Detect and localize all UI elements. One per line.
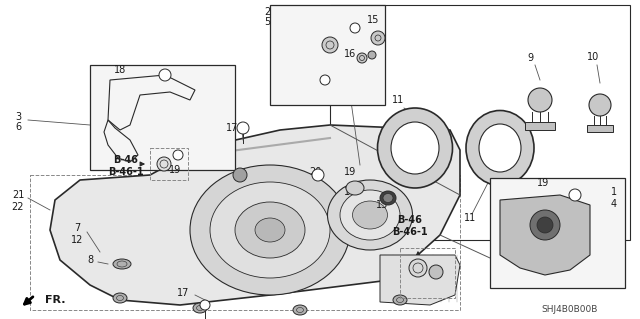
- Bar: [150, 148, 188, 180]
- Text: 1: 1: [611, 187, 617, 197]
- Text: 10: 10: [587, 52, 599, 62]
- Text: 18: 18: [114, 65, 126, 75]
- Polygon shape: [500, 195, 590, 275]
- Circle shape: [237, 122, 249, 134]
- Text: 16: 16: [344, 49, 356, 59]
- Circle shape: [173, 150, 183, 160]
- Ellipse shape: [113, 293, 127, 303]
- Text: B-46: B-46: [397, 215, 422, 225]
- Text: B-46-1: B-46-1: [108, 167, 144, 177]
- Circle shape: [312, 169, 324, 181]
- Ellipse shape: [393, 295, 407, 305]
- Circle shape: [159, 69, 171, 81]
- Circle shape: [429, 265, 443, 279]
- Text: 12: 12: [71, 235, 83, 245]
- Bar: [30, 175, 460, 310]
- Ellipse shape: [193, 303, 207, 313]
- Ellipse shape: [190, 165, 350, 295]
- Bar: [400, 248, 455, 298]
- Text: 4: 4: [611, 199, 617, 209]
- Text: 19: 19: [169, 165, 181, 175]
- Text: 2: 2: [264, 7, 270, 17]
- Text: 14: 14: [344, 187, 356, 197]
- Ellipse shape: [293, 305, 307, 315]
- Ellipse shape: [466, 110, 534, 186]
- Circle shape: [233, 168, 247, 182]
- Circle shape: [528, 88, 552, 112]
- Bar: [330, 5, 630, 240]
- Ellipse shape: [353, 201, 387, 229]
- Text: 17: 17: [177, 288, 189, 298]
- Text: 11: 11: [464, 213, 476, 223]
- Ellipse shape: [391, 122, 439, 174]
- Circle shape: [200, 300, 210, 310]
- Ellipse shape: [340, 190, 400, 240]
- Ellipse shape: [113, 259, 131, 269]
- Text: 11: 11: [392, 95, 404, 105]
- Text: 5: 5: [264, 17, 270, 27]
- Text: 9: 9: [527, 53, 533, 63]
- Text: 3: 3: [15, 112, 21, 122]
- Circle shape: [537, 217, 553, 233]
- Text: 22: 22: [12, 202, 24, 212]
- Ellipse shape: [346, 181, 364, 195]
- Circle shape: [322, 37, 338, 53]
- Text: B-46: B-46: [113, 155, 138, 165]
- Ellipse shape: [383, 194, 393, 203]
- Text: 19: 19: [537, 178, 549, 188]
- Circle shape: [157, 157, 171, 171]
- Polygon shape: [380, 255, 460, 305]
- Ellipse shape: [479, 124, 521, 172]
- Bar: [587, 125, 613, 132]
- Bar: [525, 122, 555, 130]
- Circle shape: [409, 259, 427, 277]
- Text: 13: 13: [376, 200, 388, 210]
- Circle shape: [371, 31, 385, 45]
- Text: 6: 6: [15, 122, 21, 132]
- Text: 17: 17: [226, 123, 238, 133]
- Circle shape: [320, 75, 330, 85]
- Ellipse shape: [378, 108, 452, 188]
- Ellipse shape: [255, 218, 285, 242]
- Ellipse shape: [210, 182, 330, 278]
- Text: 7: 7: [74, 223, 80, 233]
- Circle shape: [357, 53, 367, 63]
- Bar: [490, 178, 625, 288]
- Ellipse shape: [235, 202, 305, 258]
- Text: 15: 15: [367, 15, 379, 25]
- Ellipse shape: [380, 191, 396, 205]
- Ellipse shape: [328, 180, 413, 250]
- Text: B-46-1: B-46-1: [392, 227, 428, 237]
- Text: 19: 19: [344, 167, 356, 177]
- Text: 21: 21: [12, 190, 24, 200]
- Circle shape: [530, 210, 560, 240]
- Text: FR.: FR.: [45, 295, 65, 305]
- Text: 8: 8: [87, 255, 93, 265]
- Bar: [90, 65, 235, 170]
- Circle shape: [569, 189, 581, 201]
- Bar: [270, 5, 385, 105]
- Text: 20: 20: [309, 167, 321, 177]
- Text: SHJ4B0B00B: SHJ4B0B00B: [542, 306, 598, 315]
- Circle shape: [368, 51, 376, 59]
- Circle shape: [589, 94, 611, 116]
- Polygon shape: [50, 125, 460, 305]
- Circle shape: [350, 23, 360, 33]
